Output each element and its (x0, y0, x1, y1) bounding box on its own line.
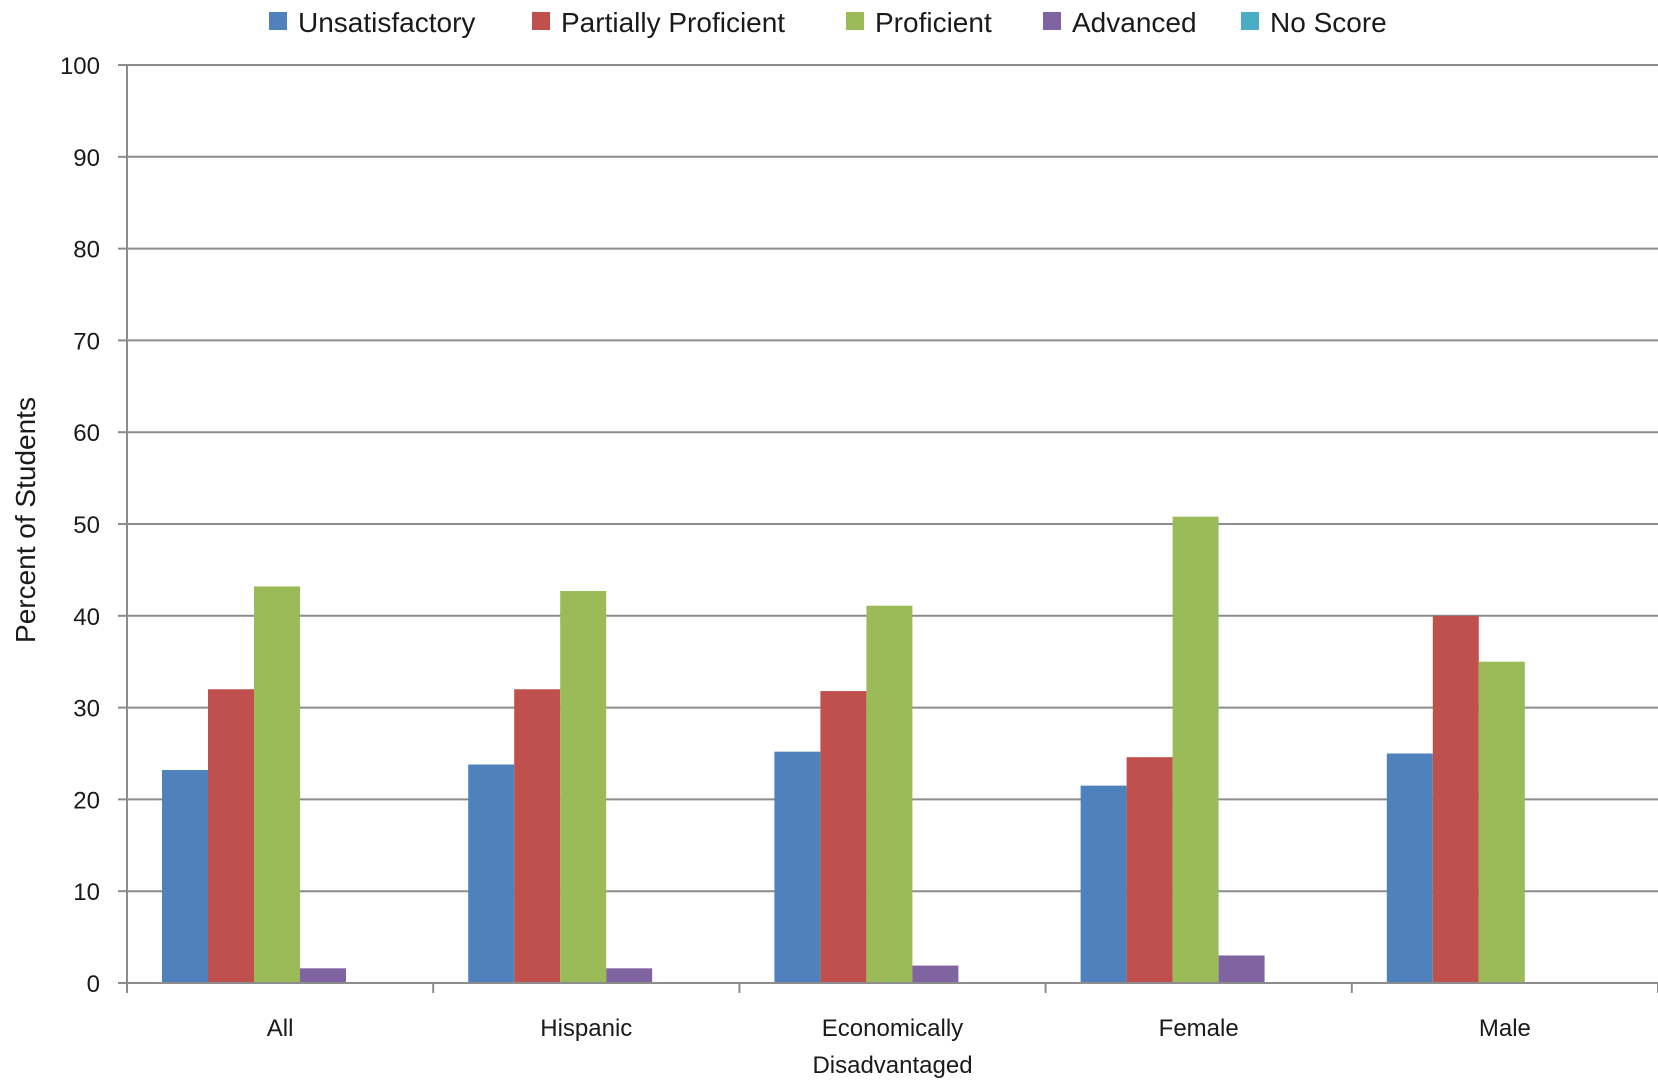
y-tick-label: 0 (87, 971, 100, 998)
y-tick-label: 40 (73, 604, 100, 631)
legend-label: No Score (1270, 7, 1387, 38)
y-tick-label: 50 (73, 512, 100, 539)
x-category-labels: All Hispanic Economically Disadvantaged Fema… (267, 1015, 1531, 1079)
bar-proficient-male (1478, 661, 1525, 983)
bar-unsatisfactory-male (1386, 753, 1433, 983)
legend-label: Proficient (875, 7, 992, 38)
y-tick-label: 100 (60, 53, 100, 80)
x-category-label: Economically (822, 1015, 963, 1042)
y-tick-label: 70 (73, 328, 100, 355)
bar-partially-proficient-male (1432, 615, 1479, 983)
bar-advanced-hispanic (606, 968, 653, 983)
legend-label: Partially Proficient (561, 7, 785, 38)
y-tick-label: 90 (73, 145, 100, 172)
x-category-label: All (267, 1015, 294, 1042)
x-category-label: Disadvantaged (812, 1052, 972, 1079)
gridlines (127, 64, 1658, 893)
x-category-label: Hispanic (540, 1015, 632, 1042)
bar-proficient-hispanic (560, 591, 607, 983)
y-tick-label: 80 (73, 237, 100, 264)
bars (162, 516, 1525, 983)
legend-swatch-proficient (846, 12, 864, 30)
legend-swatch-unsatisfactory (269, 12, 287, 30)
y-tick-label: 20 (73, 787, 100, 814)
bar-advanced-all (300, 968, 346, 983)
bar-advanced-economically-disadvantaged (912, 965, 959, 983)
legend-label: Unsatisfactory (298, 7, 475, 38)
bar-unsatisfactory-economically-disadvantaged (774, 751, 821, 983)
y-tick-label: 60 (73, 420, 100, 447)
bar-proficient-female (1172, 516, 1219, 983)
legend-swatch-no-score (1241, 12, 1259, 30)
y-tick-label: 10 (73, 879, 100, 906)
y-axis-title: Percent of Students (10, 397, 41, 643)
bar-unsatisfactory-hispanic (468, 764, 515, 983)
bar-unsatisfactory-all (162, 770, 208, 983)
bar-partially-proficient-all (208, 689, 254, 983)
y-tick-label: 30 (73, 696, 100, 723)
bar-advanced-female (1218, 955, 1265, 983)
legend: Unsatisfactory Partially Proficient Profic… (269, 7, 1387, 38)
axes (118, 64, 1658, 993)
bar-proficient-economically-disadvantaged (866, 605, 913, 983)
bar-partially-proficient-hispanic (514, 689, 561, 983)
legend-swatch-partially-proficient (532, 12, 550, 30)
bar-unsatisfactory-female (1080, 785, 1127, 983)
y-tick-labels: 0 10 20 30 40 50 60 70 80 90 100 (60, 53, 100, 998)
bar-partially-proficient-economically-disadvantaged (820, 691, 867, 983)
x-category-label: Male (1479, 1015, 1531, 1042)
bar-partially-proficient-female (1126, 757, 1173, 983)
x-category-label: Female (1159, 1015, 1239, 1042)
bar-proficient-all (254, 586, 300, 983)
legend-label: Advanced (1072, 7, 1197, 38)
legend-swatch-advanced (1043, 12, 1061, 30)
